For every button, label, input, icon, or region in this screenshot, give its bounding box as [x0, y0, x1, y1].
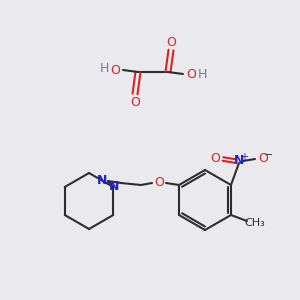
Text: −: −	[264, 150, 274, 160]
Text: O: O	[130, 95, 140, 109]
Text: O: O	[258, 152, 268, 164]
Text: H: H	[197, 68, 207, 82]
Text: O: O	[110, 64, 120, 76]
Text: CH₃: CH₃	[244, 218, 266, 228]
Text: O: O	[186, 68, 196, 80]
Text: O: O	[154, 176, 164, 190]
Text: O: O	[210, 152, 220, 164]
Text: H: H	[99, 62, 109, 76]
Text: O: O	[166, 35, 176, 49]
Text: N: N	[97, 173, 107, 187]
Text: +: +	[240, 152, 248, 162]
Text: N: N	[109, 179, 119, 193]
Text: N: N	[234, 154, 244, 167]
